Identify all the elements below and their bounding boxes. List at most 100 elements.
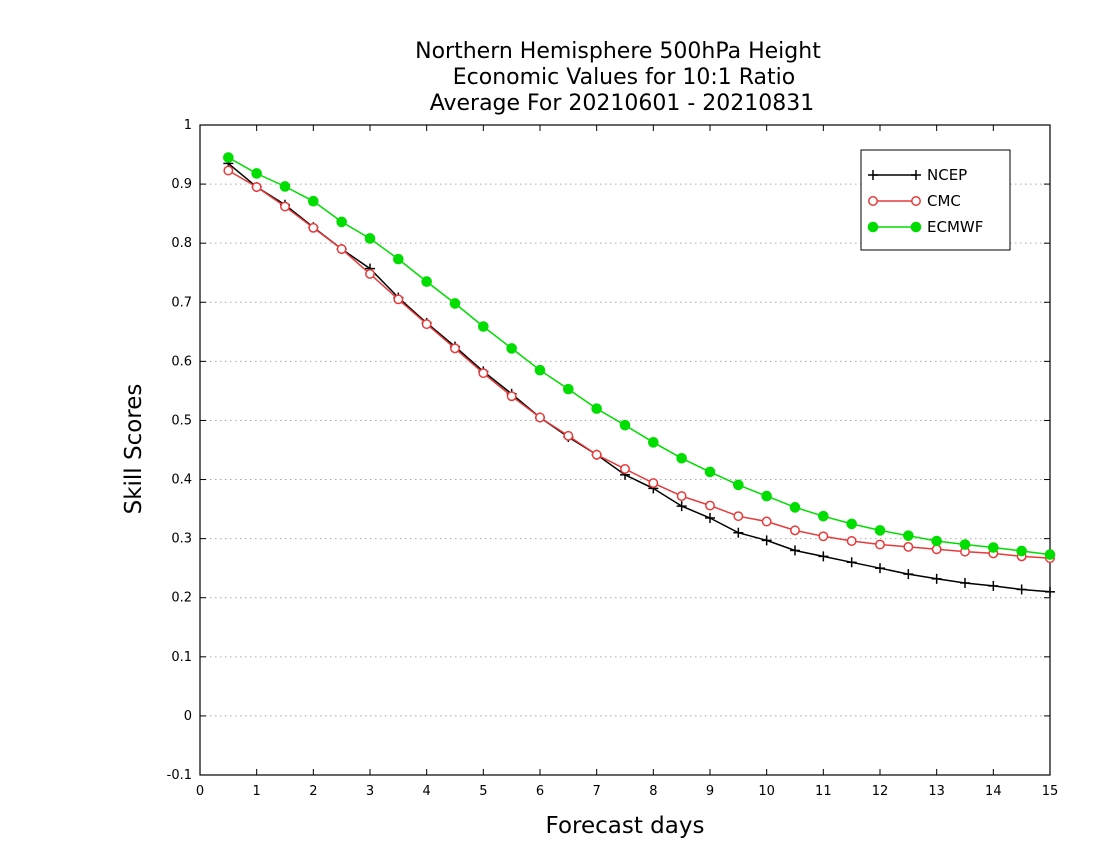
legend-marker xyxy=(868,196,878,206)
data-point-cmc xyxy=(818,531,829,542)
data-point-ecmwf xyxy=(421,276,432,287)
data-point-ecmwf xyxy=(478,321,489,332)
data-point-ncep xyxy=(960,577,970,588)
data-point-ecmwf xyxy=(563,383,574,395)
data-point-cmc xyxy=(846,536,857,546)
data-point-cmc xyxy=(705,500,715,511)
y-axis-label: Skill Scores xyxy=(121,384,147,515)
grid xyxy=(200,183,1050,717)
data-point-ecmwf xyxy=(619,419,631,431)
y-tick-label: 0.5 xyxy=(171,413,192,428)
data-point-cmc xyxy=(223,165,234,176)
data-point-ncep xyxy=(1016,584,1027,595)
y-axis-ticks: -0.1 0 0.1 0.2 0.3 0.4 0.5 0.6 0.7 0.8 0.9 1 xyxy=(167,118,1050,783)
data-point-ncep xyxy=(761,535,772,546)
data-point-cmc xyxy=(450,343,460,354)
y-tick-label: 0.8 xyxy=(171,236,192,251)
legend: NCEP CMC ECMWF xyxy=(860,149,1011,251)
data-point-cmc xyxy=(563,430,574,441)
data-point-ecmwf xyxy=(676,452,687,464)
legend-label: ECMWF xyxy=(927,218,983,236)
data-point-cmc xyxy=(591,449,602,460)
x-tick-label: 15 xyxy=(1042,784,1059,799)
data-point-ncep xyxy=(1045,586,1055,597)
data-point-ecmwf xyxy=(846,518,857,530)
legend-marker xyxy=(868,170,878,180)
data-point-ecmwf xyxy=(648,437,659,448)
plot-frame xyxy=(199,124,1051,776)
data-point-cmc xyxy=(620,463,630,474)
x-tick-label: 3 xyxy=(366,784,374,799)
legend-box xyxy=(860,149,1011,251)
legend-marker xyxy=(867,221,879,233)
data-point-cmc xyxy=(506,391,517,402)
x-tick-label: 12 xyxy=(872,784,889,799)
data-point-ecmwf xyxy=(223,152,234,163)
data-point-ncep xyxy=(790,545,800,556)
legend-marker xyxy=(911,170,921,180)
x-tick-label: 4 xyxy=(423,784,431,799)
data-point-cmc xyxy=(365,268,375,279)
legend-item-ncep: NCEP xyxy=(868,166,967,184)
data-point-cmc xyxy=(478,368,489,379)
x-tick-label: 5 xyxy=(479,784,487,799)
y-tick-label: 0.2 xyxy=(171,591,192,606)
data-point-ncep xyxy=(846,557,857,568)
data-point-ecmwf xyxy=(1016,545,1027,557)
data-point-ecmwf xyxy=(506,343,517,354)
x-tick-label: 14 xyxy=(985,784,1002,799)
series-ecmwf xyxy=(223,152,1056,560)
data-point-ncep xyxy=(818,551,829,562)
data-point-ecmwf xyxy=(279,181,291,192)
x-tick-label: 0 xyxy=(196,784,204,799)
y-tick-label: 1 xyxy=(184,118,192,133)
x-tick-label: 11 xyxy=(815,784,832,799)
data-point-ncep xyxy=(733,527,744,538)
data-point-ecmwf xyxy=(959,539,971,550)
x-tick-label: 7 xyxy=(593,784,601,799)
data-point-cmc xyxy=(308,222,319,233)
series-layer xyxy=(223,152,1056,597)
y-tick-label: 0.6 xyxy=(171,354,192,369)
data-point-ecmwf xyxy=(733,479,744,491)
data-point-ecmwf xyxy=(393,253,404,265)
y-tick-label: 0.7 xyxy=(171,295,192,310)
data-point-ecmwf xyxy=(449,298,461,309)
data-point-ncep xyxy=(903,569,914,580)
legend-marker xyxy=(911,196,921,206)
data-point-ecmwf xyxy=(364,233,376,244)
data-point-ecmwf xyxy=(704,466,716,478)
y-tick-label: 0.1 xyxy=(171,650,192,665)
data-point-cmc xyxy=(903,541,914,552)
y-tick-label: 0.3 xyxy=(171,532,192,547)
data-point-ncep xyxy=(931,573,942,584)
y-tick-label: 0.4 xyxy=(171,473,192,488)
x-tick-label: 8 xyxy=(649,784,657,799)
data-point-ecmwf xyxy=(336,216,347,228)
title-line-3: Average For 20210601 - 20210831 xyxy=(430,91,815,116)
x-tick-label: 9 xyxy=(706,784,714,799)
title-line-1: Northern Hemisphere 500hPa Height xyxy=(415,39,821,64)
x-tick-label: 1 xyxy=(253,784,261,799)
y-tick-label: -0.1 xyxy=(167,768,192,783)
series-line-ncep xyxy=(227,162,1051,593)
x-tick-label: 2 xyxy=(309,784,317,799)
data-point-ecmwf xyxy=(534,364,546,376)
data-point-ncep xyxy=(705,512,715,523)
data-point-cmc xyxy=(648,478,659,489)
y-tick-label: 0.9 xyxy=(171,177,192,192)
data-point-cmc xyxy=(336,244,347,255)
data-point-ecmwf xyxy=(818,510,829,522)
data-point-cmc xyxy=(535,412,545,423)
x-axis-label: Forecast days xyxy=(546,813,705,839)
series-cmc xyxy=(223,165,1055,564)
data-point-ncep xyxy=(676,501,687,512)
data-point-ecmwf xyxy=(988,542,999,553)
data-point-ecmwf xyxy=(308,195,319,207)
data-point-cmc xyxy=(421,319,432,330)
legend-item-cmc: CMC xyxy=(868,192,961,210)
data-point-cmc xyxy=(790,525,800,536)
data-point-cmc xyxy=(733,511,744,522)
data-point-cmc xyxy=(875,539,885,550)
